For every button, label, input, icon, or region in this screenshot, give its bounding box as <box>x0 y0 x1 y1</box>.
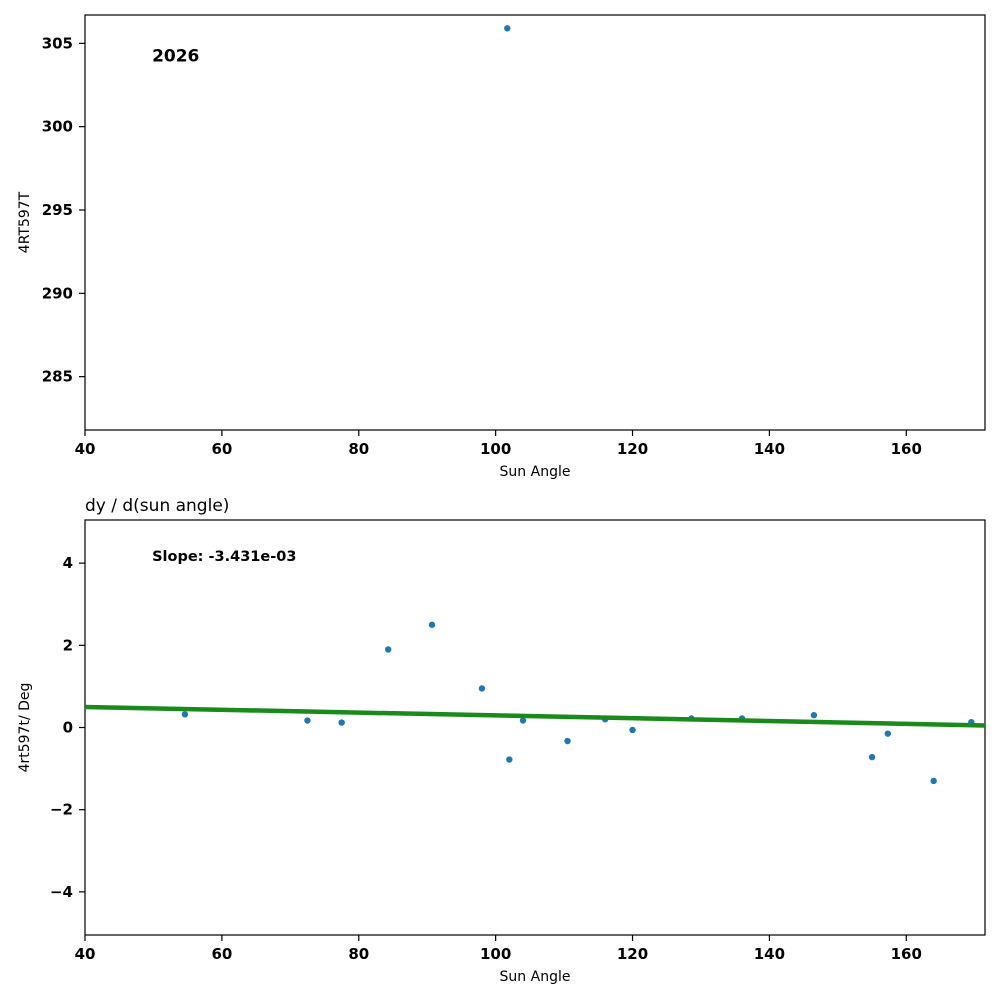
x-tick-label: 120 <box>617 945 648 963</box>
y-tick-label: 4 <box>63 554 73 572</box>
x-tick-label: 100 <box>480 945 511 963</box>
scatter-point <box>181 711 189 718</box>
annotation-text: 2026 <box>152 47 199 67</box>
scatter-point <box>930 777 937 785</box>
annotation-text: Slope: -3.431e-03 <box>152 549 296 565</box>
scatter-point <box>338 719 345 726</box>
y-tick-label: 2 <box>63 636 73 654</box>
x-tick-label: 80 <box>348 945 369 963</box>
axes-frame <box>84 14 986 431</box>
scatter-point <box>478 685 486 692</box>
y-axis-label: 4rt597t/ Deg <box>17 683 33 773</box>
x-tick-label: 60 <box>211 945 232 963</box>
scatter-point <box>304 717 311 724</box>
x-tick-label: 140 <box>754 945 785 963</box>
x-axis-label: Sun Angle <box>500 969 571 985</box>
axes-frame <box>84 519 986 936</box>
x-axis-label: Sun Angle <box>500 464 571 480</box>
x-tick-label: 60 <box>211 440 232 458</box>
x-tick-label: 40 <box>75 945 96 963</box>
x-tick-label: 120 <box>617 440 648 458</box>
scatter-point <box>564 737 571 745</box>
scatter-point <box>519 717 527 724</box>
scatter-point <box>629 726 636 734</box>
scatter-point <box>810 711 818 719</box>
x-tick-label: 140 <box>754 440 785 458</box>
scatter-point <box>884 730 892 737</box>
chart-title: dy / d(sun angle) <box>85 496 229 516</box>
y-tick-label: −4 <box>50 883 73 901</box>
scatter-point <box>384 646 392 653</box>
y-tick-label: 285 <box>42 368 73 386</box>
y-tick-label: −2 <box>50 801 73 819</box>
y-tick-label: 295 <box>42 201 73 219</box>
x-tick-label: 40 <box>75 440 96 458</box>
scatter-point <box>506 756 513 763</box>
y-tick-label: 300 <box>42 118 73 136</box>
y-axis-label: 4RT597T <box>17 191 33 253</box>
y-tick-label: 0 <box>63 719 73 737</box>
x-tick-label: 160 <box>891 440 922 458</box>
scatter-point <box>868 753 876 761</box>
y-tick-label: 305 <box>42 34 73 52</box>
fit-line <box>84 704 986 728</box>
x-tick-label: 80 <box>348 440 369 458</box>
scatter-point <box>428 621 436 628</box>
y-tick-label: 290 <box>42 284 73 302</box>
x-tick-label: 160 <box>891 945 922 963</box>
scatter-point <box>504 25 511 32</box>
x-tick-label: 100 <box>480 440 511 458</box>
